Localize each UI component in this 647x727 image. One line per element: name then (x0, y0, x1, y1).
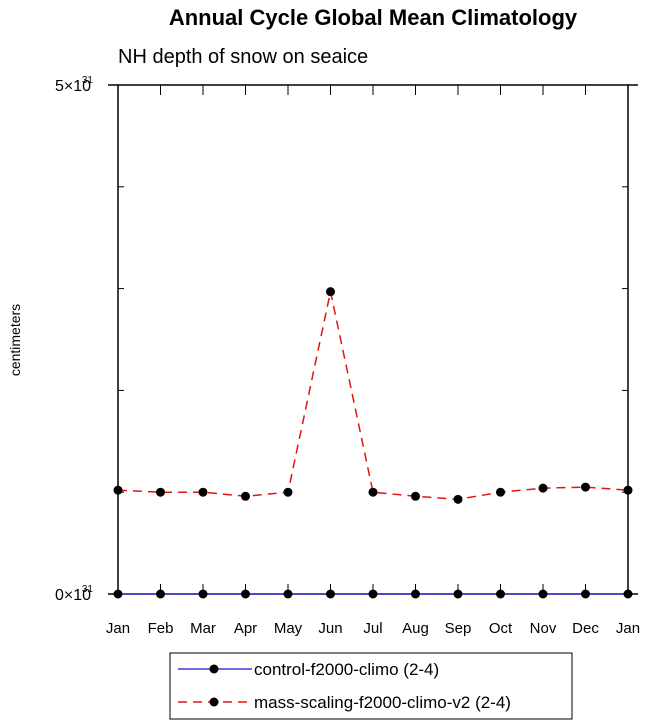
legend-swatch-marker (209, 664, 219, 674)
y-tick-label: 5×10 (55, 78, 91, 95)
data-point (496, 589, 505, 599)
x-tick-label: Apr (234, 620, 257, 637)
x-tick-label: Mar (190, 620, 216, 637)
x-tick-label: Jul (363, 620, 382, 637)
data-point (156, 589, 165, 599)
data-point (411, 589, 420, 599)
series-layer (113, 287, 633, 599)
data-point (156, 487, 165, 497)
x-tick-label: Dec (572, 620, 599, 637)
data-point (538, 483, 548, 493)
data-point (581, 482, 590, 492)
data-point (581, 589, 590, 599)
data-point (496, 487, 505, 497)
data-point (113, 589, 123, 599)
data-point (283, 589, 293, 599)
legend-swatch-marker (209, 697, 219, 707)
legend-box (169, 652, 573, 720)
data-point (623, 485, 633, 495)
y-tick-mantissa: 0 (55, 587, 64, 604)
data-point (283, 487, 293, 497)
y-tick-label: 0×10 (55, 587, 91, 604)
x-tick-label: Jan (616, 620, 640, 637)
x-tick-label: Sep (445, 620, 472, 637)
data-point (198, 487, 208, 497)
y-tick-exponent: 31 (82, 584, 94, 595)
data-point (241, 589, 250, 599)
x-tick-label: Oct (489, 620, 513, 637)
series-line-1 (117, 291, 629, 501)
x-tick-label: Jan (106, 620, 130, 637)
legend-label: control-f2000-climo (2-4) (254, 660, 439, 679)
y-tick-exponent: 31 (82, 75, 94, 86)
legend: control-f2000-climo (2-4) mass-scaling-f2… (169, 652, 573, 720)
data-point (453, 494, 463, 504)
y-tick-mantissa: 5 (55, 78, 64, 95)
data-point (368, 487, 378, 497)
data-point (623, 589, 633, 599)
chart-subtitle: NH depth of snow on seaice (118, 46, 368, 68)
x-tick-label: Aug (402, 620, 429, 637)
x-tick-label: Feb (148, 620, 174, 637)
y-axis-label: centimeters (7, 304, 23, 376)
data-point (241, 491, 250, 501)
data-point (198, 589, 208, 599)
x-tick-label: May (274, 620, 303, 637)
data-point (368, 589, 378, 599)
data-point (326, 287, 335, 297)
data-point (326, 589, 335, 599)
data-point (538, 589, 548, 599)
legend-label: mass-scaling-f2000-climo-v2 (2-4) (254, 693, 511, 712)
plot-frame (117, 84, 629, 595)
x-tick-label: Nov (530, 620, 557, 637)
x-tick-label: Jun (318, 620, 342, 637)
chart-title: Annual Cycle Global Mean Climatology (169, 5, 578, 30)
axis-ticks: Jan Feb Mar Apr May Jun Jul Aug Sep Oct Nov Dec Jan 0… (55, 75, 640, 637)
data-point (113, 485, 123, 495)
data-point (453, 589, 463, 599)
data-point (411, 491, 420, 501)
